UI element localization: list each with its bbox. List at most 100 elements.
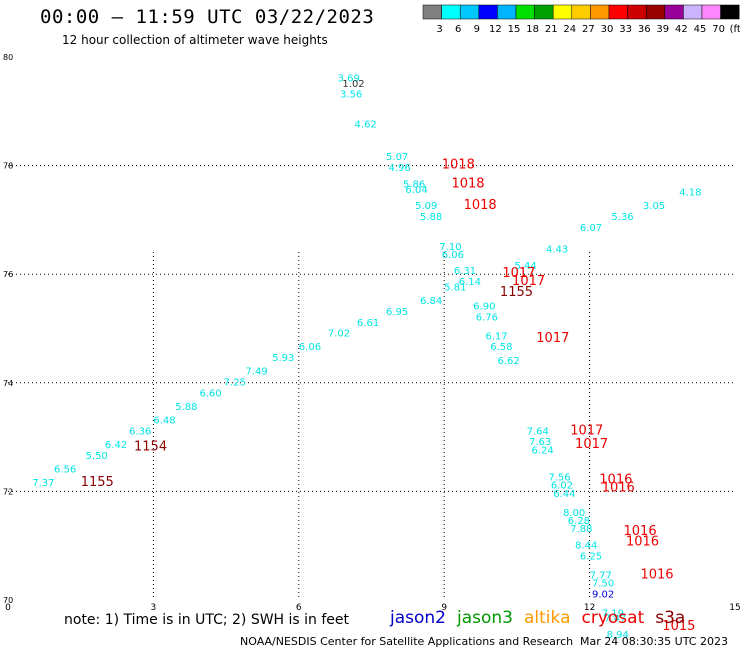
y-tick-label: 72 — [3, 487, 13, 496]
wave-height-label: 6.62 — [498, 356, 520, 367]
wave-height-label: 6.42 — [105, 440, 127, 451]
generated-timestamp: Mar 24 08:30:35 UTC 2023 — [580, 635, 728, 648]
wave-height-label: 6.31 — [454, 266, 476, 277]
wave-height-label: 7.56 — [548, 473, 570, 484]
satellite-legend: jason2 jason3 altika cryosat s3a — [390, 608, 696, 628]
wave-height-label: 9.02 — [592, 589, 614, 600]
pressure-label: 1017 — [536, 331, 569, 346]
colorbar-label: 3 — [436, 24, 442, 35]
colorbar-label: (ft) — [730, 24, 740, 35]
chart-subtitle: 12 hour collection of altimeter wave hei… — [62, 33, 328, 47]
wave-height-label: 6.28 — [568, 516, 590, 527]
wave-height-label: 5.36 — [611, 212, 633, 223]
y-tick-label: 80 — [3, 53, 13, 62]
legend-jason3: jason3 — [457, 608, 513, 628]
y-tick-label: 76 — [3, 270, 13, 279]
colorbar-label: 24 — [563, 24, 576, 35]
wave-height-label: 7.10 — [439, 242, 461, 253]
x-tick-label: 15 — [729, 603, 740, 613]
colorbar-label: 12 — [489, 24, 502, 35]
pressure-label: 1018 — [464, 198, 497, 213]
wave-height-label: 5.93 — [272, 353, 294, 364]
wave-height-label: 8.00 — [563, 508, 585, 519]
colorbar-label: 33 — [619, 24, 632, 35]
wave-height-label: 7.19 — [602, 608, 624, 619]
wave-height-label: 6.24 — [531, 445, 553, 456]
wave-height-label: 6.25 — [580, 551, 602, 562]
wave-height-label: 3.56 — [340, 90, 362, 101]
pressure-label: 1017 — [575, 437, 608, 452]
wave-height-label: 7.37 — [32, 478, 54, 489]
wave-height-label: 5.81 — [444, 282, 466, 293]
wave-height-label: 4.43 — [546, 244, 568, 255]
wave-height-label: 4.18 — [679, 187, 701, 198]
colorbar-label: 18 — [526, 24, 539, 35]
wave-height-label: 5.86 — [403, 179, 425, 190]
footnote: note: 1) Time is in UTC; 2) SWH is in fe… — [64, 612, 350, 628]
wave-height-label: 7.63 — [529, 437, 551, 448]
wave-height-label: 4.62 — [355, 120, 377, 131]
colorbar-label: 21 — [545, 24, 558, 35]
wave-height-label: 6.36 — [129, 426, 151, 437]
wave-height-label: 7.47 — [604, 614, 626, 625]
wave-height-label: 4.96 — [388, 163, 410, 174]
y-tick-label: 70 — [3, 596, 13, 605]
pressure-label: 1018 — [442, 157, 475, 172]
wave-height-label: 6.48 — [153, 416, 175, 427]
x-tick-label: 3 — [151, 603, 157, 613]
pressure-label: 1016 — [640, 567, 673, 582]
colorbar-label: 45 — [694, 24, 707, 35]
colorbar-label: 30 — [601, 24, 614, 35]
wave-height-label: 6.17 — [485, 331, 507, 342]
credit-line: NOAA/NESDIS Center for Satellite Applica… — [240, 635, 574, 648]
wave-height-label: 7.88 — [570, 524, 592, 535]
pressure-label: 1015 — [662, 619, 695, 634]
wave-height-label: 3.05 — [643, 201, 665, 212]
chart-title: 00:00 – 11:59 UTC 03/22/2023 — [40, 6, 375, 28]
wave-height-label: 5.88 — [175, 402, 197, 413]
colorbar-label: 15 — [508, 24, 521, 35]
wave-height-label: 6.76 — [476, 312, 498, 323]
colorbar-label: 27 — [582, 24, 595, 35]
wave-height-label: 7.25 — [224, 378, 246, 389]
pressure-label: 1017 — [512, 274, 545, 289]
colorbar-swatch — [720, 4, 740, 20]
colorbar-label: 42 — [675, 24, 688, 35]
wave-height-label: 6.07 — [580, 223, 602, 234]
pressure-label: 1018 — [451, 176, 484, 191]
x-tick-label: 9 — [441, 603, 447, 613]
wave-height-label: 5.07 — [386, 152, 408, 163]
wave-height-label: 3.69 — [338, 73, 360, 84]
wave-height-label: 6.44 — [553, 489, 575, 500]
colorbar-label: 9 — [474, 24, 480, 35]
colorbar-label: 36 — [638, 24, 651, 35]
wave-height-label: 6.56 — [54, 464, 76, 475]
x-tick-label: 12 — [584, 603, 595, 613]
wave-height-label: 8.44 — [575, 540, 597, 551]
wave-height-label: 5.50 — [86, 451, 108, 462]
pressure-label: 1016 — [599, 472, 632, 487]
colorbar-label: 39 — [656, 24, 669, 35]
legend-altika: altika — [524, 608, 571, 628]
wave-height-label: 6.60 — [199, 388, 221, 399]
wave-height-label: 7.02 — [328, 329, 350, 340]
pressure-label: 1017 — [502, 266, 535, 281]
colorbar-label: 6 — [455, 24, 461, 35]
wave-height-label: 7.64 — [527, 426, 549, 437]
wave-height-label: 6.02 — [551, 481, 573, 492]
pressure-label: 1016 — [624, 524, 657, 539]
wave-height-label: 6.14 — [459, 277, 481, 288]
wave-height-label: 6.58 — [490, 342, 512, 353]
colorbar-label: 70 — [712, 24, 725, 35]
y-tick-label: 78 — [3, 162, 13, 171]
pressure-label: 1155 — [500, 285, 533, 300]
wave-height-label: 6.95 — [386, 307, 408, 318]
legend-jason2: jason2 — [390, 608, 446, 628]
wave-height-label: 6.06 — [299, 342, 321, 353]
wave-height-label: 7.50 — [592, 578, 614, 589]
wave-height-label: 8.94 — [607, 630, 629, 641]
wave-height-label: 6.84 — [420, 296, 442, 307]
wave-height-label: 6.06 — [442, 250, 464, 261]
